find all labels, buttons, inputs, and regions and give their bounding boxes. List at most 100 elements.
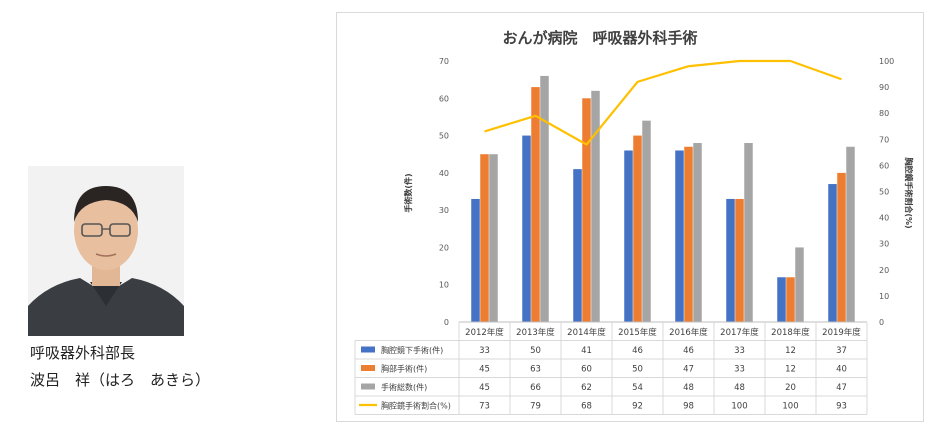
- x-tick-label: 2019年度: [822, 327, 861, 338]
- legend-swatch: [361, 365, 375, 371]
- data-label: 33: [734, 346, 745, 356]
- y-tick-label: 50: [439, 132, 449, 141]
- bar: [582, 98, 591, 323]
- y-tick-label: 60: [439, 94, 449, 103]
- data-label: 33: [734, 365, 745, 375]
- x-tick-label: 2017年度: [720, 327, 759, 338]
- bar: [522, 135, 531, 322]
- data-label: 63: [530, 365, 541, 375]
- bar: [471, 198, 480, 322]
- y2-tick-label: 50: [879, 188, 889, 197]
- y2-tick-label: 40: [879, 214, 889, 223]
- y-tick-label: 20: [439, 243, 449, 252]
- legend-label: 胸腔鏡手術割合(%): [381, 401, 451, 411]
- doctor-portrait-image: [28, 166, 184, 336]
- y-tick-label: 0: [444, 318, 449, 327]
- doctor-portrait: [28, 166, 184, 336]
- bar: [480, 154, 489, 322]
- data-label: 46: [683, 346, 694, 356]
- legend-swatch: [361, 346, 375, 353]
- x-tick-label: 2015年度: [618, 327, 657, 338]
- chart-title: おんが病院 呼吸器外科手術: [502, 29, 697, 47]
- data-label: 50: [530, 346, 541, 356]
- legend-label: 手術総数(件): [381, 382, 427, 392]
- data-label: 79: [530, 402, 541, 412]
- legend-label: 胸部手術(件): [381, 364, 427, 374]
- data-label: 68: [581, 402, 592, 412]
- data-label: 92: [632, 402, 643, 412]
- data-label: 46: [632, 346, 643, 356]
- data-table: 2012年度 2013年度 2014年度 2015年度 2016年度 2017年度 2018…: [354, 321, 868, 415]
- y-tick-label: 70: [439, 57, 449, 66]
- data-label: 100: [731, 402, 747, 412]
- bar: [846, 146, 855, 322]
- bar: [693, 143, 702, 322]
- y2-tick-label: 100: [879, 57, 894, 66]
- data-label: 54: [632, 383, 643, 393]
- bar: [726, 198, 735, 322]
- y2-tick-label: 90: [879, 83, 889, 92]
- data-label: 50: [632, 365, 643, 375]
- data-label: 45: [479, 383, 490, 393]
- legend-swatch: [361, 383, 375, 390]
- data-label: 37: [836, 346, 847, 356]
- x-tick-label: 2012年度: [465, 327, 504, 338]
- bar: [642, 120, 651, 323]
- data-label: 40: [836, 365, 847, 375]
- bar: [531, 87, 540, 322]
- bar: [795, 247, 804, 322]
- y2-tick-label: 20: [879, 266, 889, 275]
- bar: [786, 277, 795, 322]
- data-label: 48: [683, 383, 694, 393]
- series-line: [484, 59, 842, 146]
- data-label: 73: [479, 402, 490, 412]
- surgery-chart-svg: おんが病院 呼吸器外科手術 手術数(件) 胸腔鏡手術割合(%) 0 10 20 30 4…: [354, 29, 914, 415]
- bar: [633, 135, 642, 322]
- data-label: 33: [479, 346, 490, 356]
- data-label: 45: [479, 365, 490, 375]
- y2-tick-label: 10: [879, 292, 889, 301]
- data-label: 66: [530, 383, 541, 393]
- legend-label: 胸腔鏡下手術(件): [381, 345, 443, 355]
- data-label: 20: [785, 383, 796, 393]
- y-axis-label: 手術数(件): [403, 173, 413, 212]
- data-label: 60: [581, 365, 592, 375]
- bar: [744, 143, 753, 322]
- bar: [540, 75, 549, 322]
- y2-tick-label: 70: [879, 135, 889, 144]
- y2-tick-label: 60: [879, 161, 889, 170]
- y-tick-label: 40: [439, 169, 449, 178]
- data-label: 47: [836, 383, 847, 393]
- data-label: 48: [734, 383, 745, 393]
- x-tick-label: 2014年度: [567, 327, 606, 338]
- x-tick-label: 2018年度: [771, 327, 810, 338]
- data-label: 100: [782, 402, 798, 412]
- y2-tick-label: 0: [879, 318, 884, 327]
- data-label: 12: [785, 346, 796, 356]
- y-tick-label: 30: [439, 206, 449, 215]
- bar: [624, 150, 633, 322]
- bar: [489, 154, 498, 322]
- bar: [573, 169, 582, 322]
- bar: [828, 184, 837, 322]
- data-label: 47: [683, 365, 694, 375]
- data-label: 41: [581, 346, 592, 356]
- plot-area: 0 10 20 30 40 50 60 70 0 10 20 30 40 50 60 70 80 90 100: [439, 57, 894, 327]
- bar: [684, 146, 693, 322]
- bar: [735, 198, 744, 322]
- y2-tick-label: 80: [879, 109, 889, 118]
- y-tick-label: 10: [439, 281, 449, 290]
- bar: [591, 90, 600, 322]
- doctor-name: 波呂 祥（はろ あきら）: [30, 371, 211, 389]
- x-tick-label: 2016年度: [669, 327, 708, 338]
- y2-tick-label: 30: [879, 240, 889, 249]
- data-label: 93: [836, 402, 847, 412]
- y2-axis-label: 胸腔鏡手術割合(%): [904, 157, 914, 228]
- data-label: 12: [785, 365, 796, 375]
- department-title: 呼吸器外科部長: [30, 344, 136, 362]
- bar: [837, 172, 846, 322]
- surgery-chart: おんが病院 呼吸器外科手術 手術数(件) 胸腔鏡手術割合(%) 0 10 20 30 4…: [336, 12, 924, 422]
- bar: [675, 150, 684, 322]
- data-label: 62: [581, 383, 592, 393]
- x-tick-label: 2013年度: [516, 327, 555, 338]
